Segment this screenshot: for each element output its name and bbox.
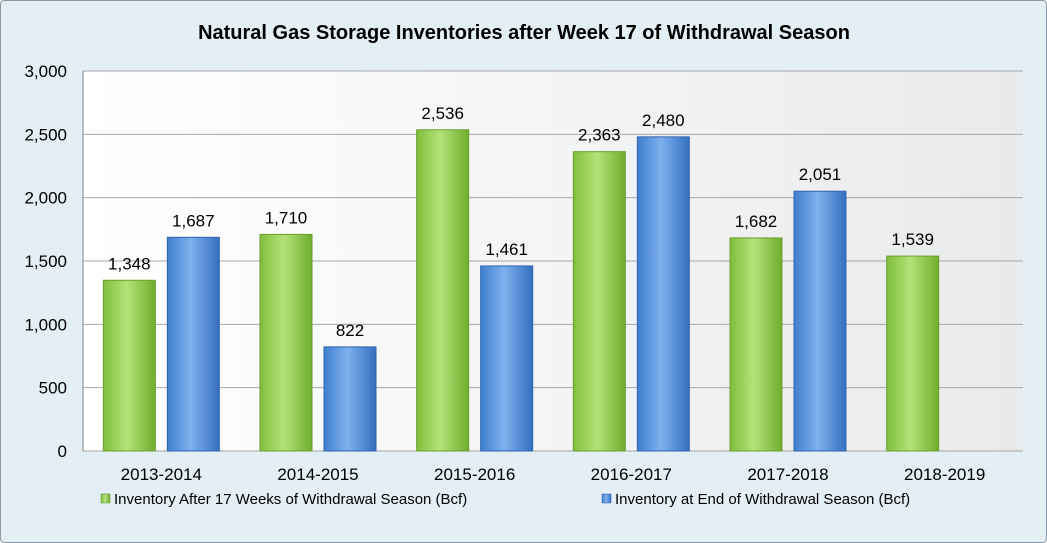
x-tick-label: 2016-2017: [591, 465, 672, 484]
data-labels: 1,348 1,687 1,710 822 2,536 1,461 2,363 2,480 1,…: [108, 104, 934, 340]
x-tick-label: 2017-2018: [747, 465, 828, 484]
data-label: 2,480: [642, 111, 685, 130]
data-label: 1,682: [735, 212, 778, 231]
y-axis: 0 500 1,000 1,500 2,000 2,500 3,000: [24, 62, 84, 461]
bar-series-1: [416, 129, 470, 452]
x-axis: 2013-2014 2014-2015 2015-2016 2016-2017 2017…: [121, 465, 986, 484]
bar-series-2: [166, 236, 220, 452]
data-label: 1,539: [891, 230, 934, 249]
data-label: 2,051: [799, 165, 842, 184]
x-tick-label: 2014-2015: [277, 465, 358, 484]
y-tick-label: 1,000: [24, 315, 67, 334]
chart-title: Natural Gas Storage Inventories after We…: [198, 22, 850, 44]
legend: Inventory After 17 Weeks of Withdrawal S…: [100, 491, 910, 508]
y-tick-label: 2,500: [24, 125, 67, 144]
legend-label-series-1: Inventory After 17 Weeks of Withdrawal S…: [114, 491, 467, 508]
legend-item-series-2: Inventory at End of Withdrawal Season (B…: [601, 491, 910, 508]
bar-series-1: [729, 237, 783, 452]
data-label: 2,536: [421, 104, 464, 123]
y-tick-label: 3,000: [24, 62, 67, 81]
bar-series-2: [323, 346, 377, 452]
y-tick-label: 0: [58, 442, 67, 461]
bar-series-2: [636, 136, 690, 452]
y-tick-label: 1,500: [24, 252, 67, 271]
bar-series-1: [102, 279, 156, 452]
legend-swatch-series-2: [601, 493, 612, 504]
bar-series-1: [572, 151, 626, 452]
legend-label-series-2: Inventory at End of Withdrawal Season (B…: [615, 491, 910, 508]
bars: [102, 129, 940, 452]
y-tick-label: 500: [39, 379, 67, 398]
x-tick-label: 2015-2016: [434, 465, 515, 484]
legend-item-series-1: Inventory After 17 Weeks of Withdrawal S…: [100, 491, 467, 508]
bar-series-1: [886, 255, 940, 452]
bar-series-1: [259, 233, 313, 452]
bar-series-2: [480, 265, 534, 452]
data-label: 1,687: [172, 211, 215, 230]
legend-swatch-series-1: [100, 493, 111, 504]
data-label: 2,363: [578, 126, 621, 145]
data-label: 1,710: [265, 208, 308, 227]
x-tick-label: 2013-2014: [121, 465, 202, 484]
x-tick-label: 2018-2019: [904, 465, 985, 484]
data-label: 1,348: [108, 254, 151, 273]
data-label: 822: [336, 321, 364, 340]
bar-series-2: [793, 190, 847, 452]
plot-area: [83, 70, 1023, 452]
y-tick-label: 2,000: [24, 189, 67, 208]
data-label: 1,461: [485, 240, 528, 259]
